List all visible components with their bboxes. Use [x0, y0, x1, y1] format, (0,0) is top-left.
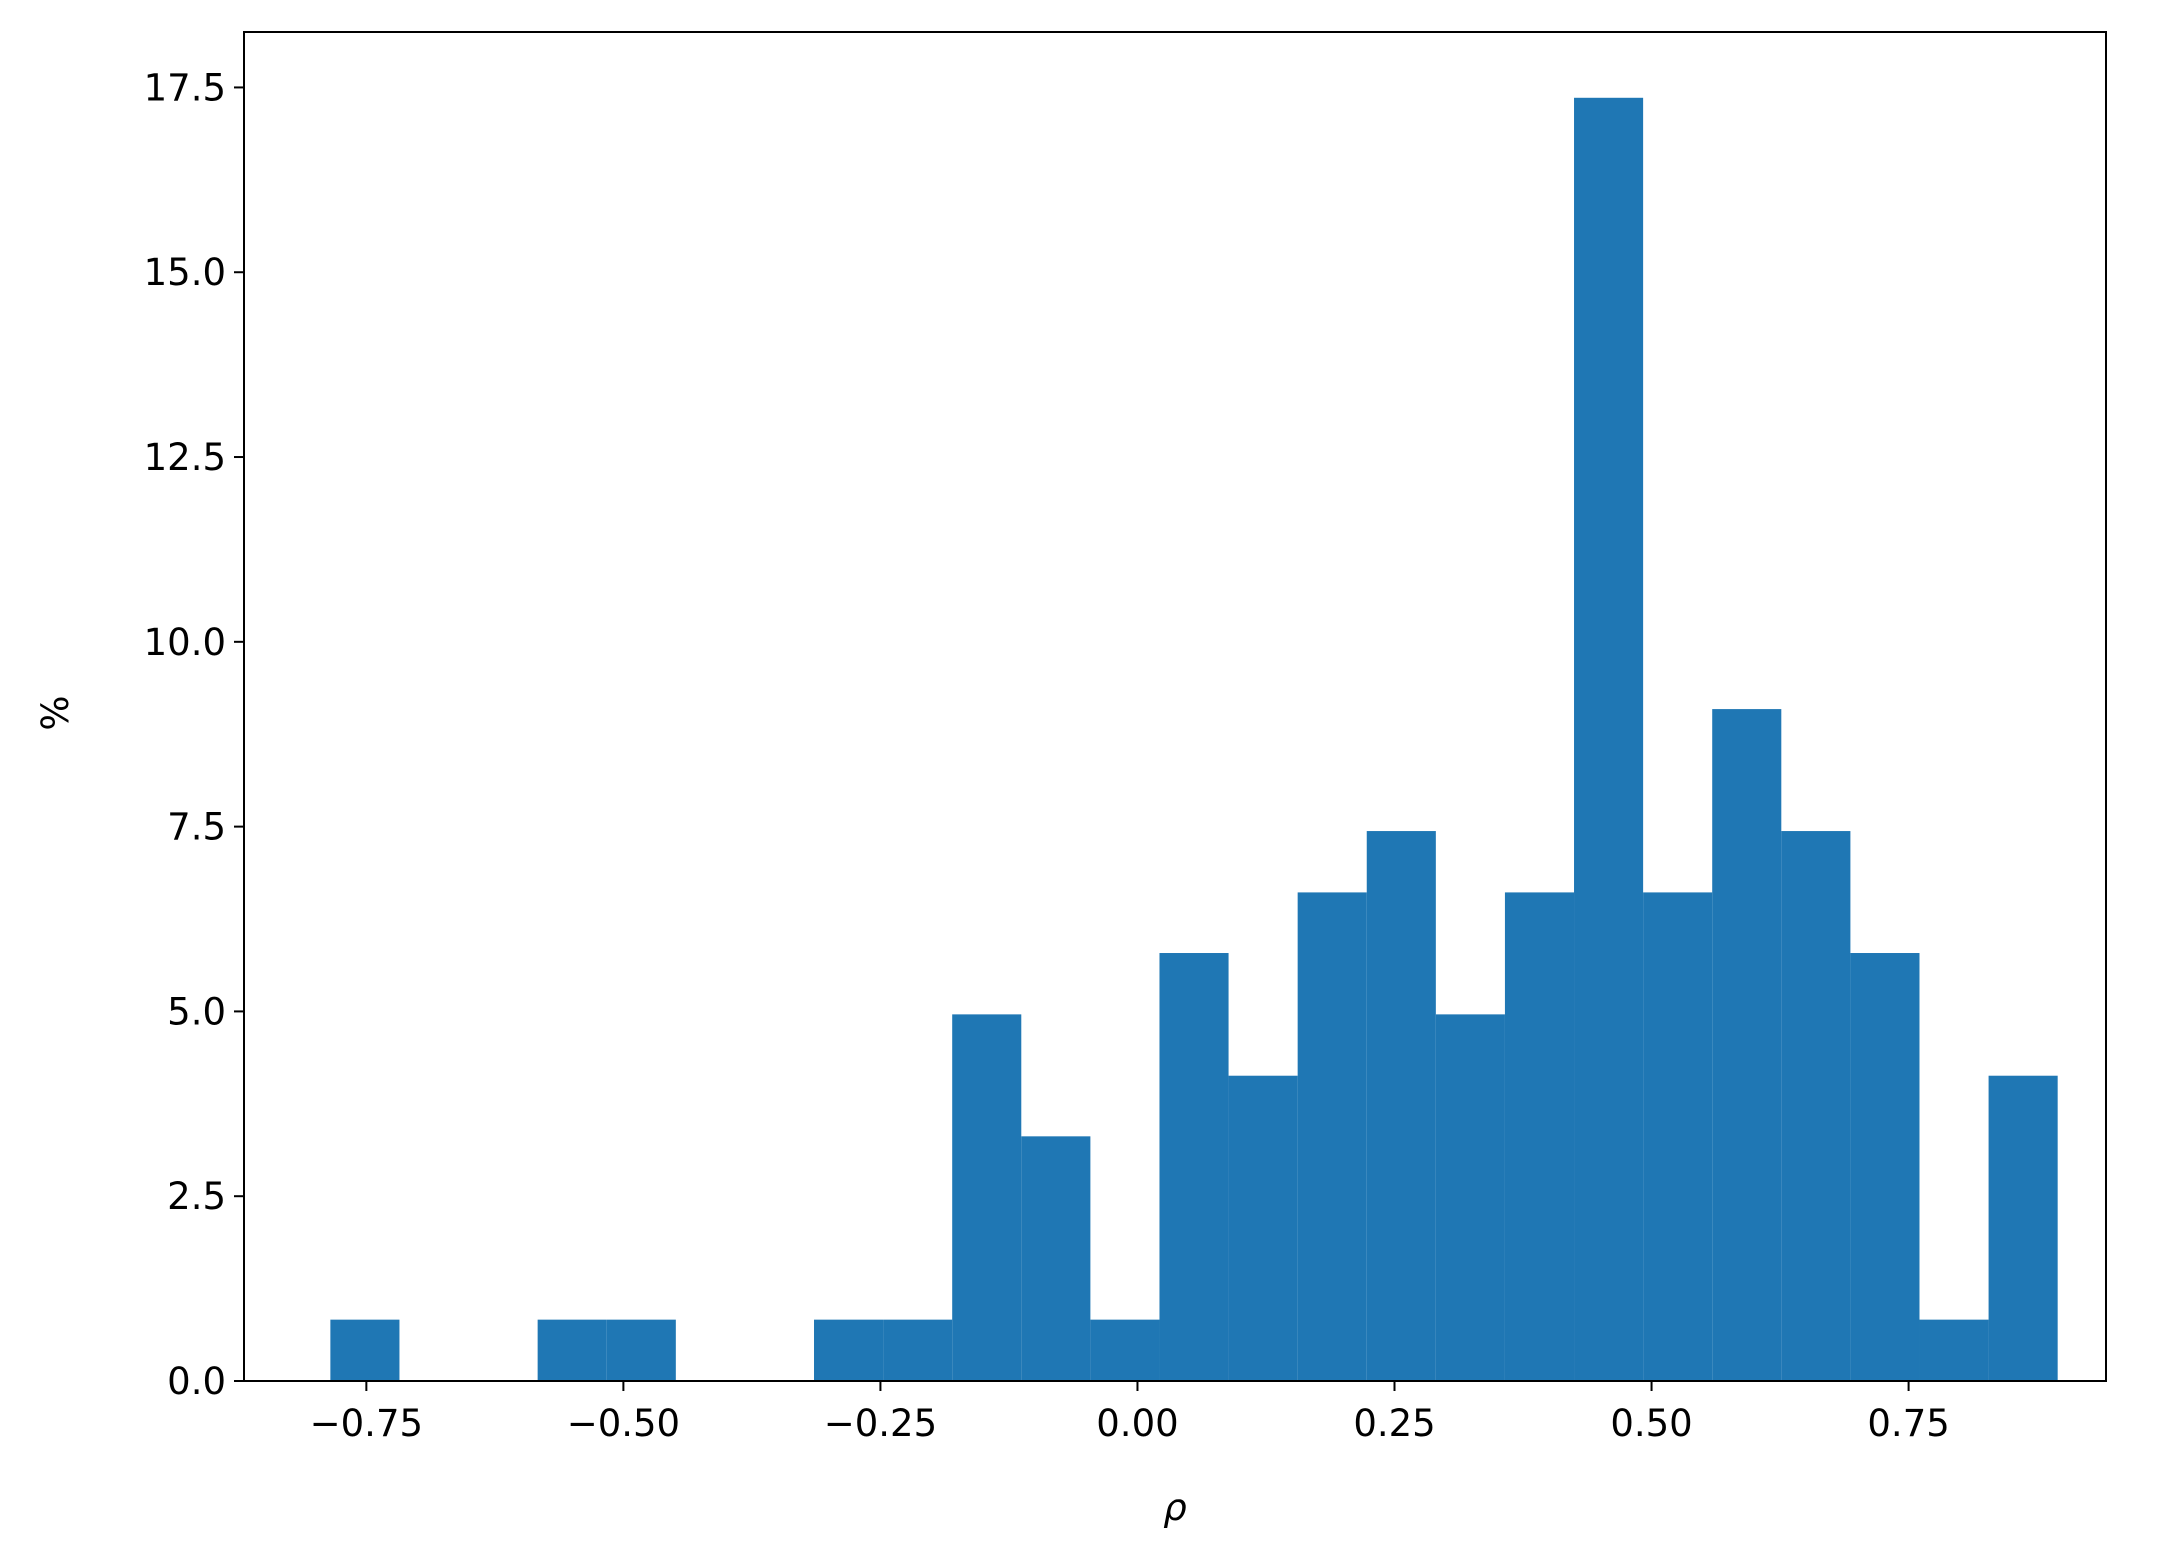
y-tick-label: 15.0 — [144, 251, 226, 294]
x-tick-label: 0.50 — [1610, 1402, 1692, 1445]
bar — [1919, 1319, 1989, 1381]
bar — [330, 1319, 400, 1381]
bar — [1090, 1319, 1160, 1381]
bar — [1159, 953, 1229, 1381]
bar — [1574, 97, 1644, 1381]
bar — [1850, 953, 1920, 1381]
plot-frame — [243, 31, 2107, 1382]
bar — [814, 1319, 884, 1381]
bar — [1781, 831, 1851, 1381]
x-tick-label: −0.50 — [567, 1402, 680, 1445]
bar — [1297, 892, 1367, 1381]
x-tick-label: 0.75 — [1867, 1402, 1949, 1445]
x-tick-label: −0.25 — [824, 1402, 937, 1445]
bar — [1504, 892, 1575, 1381]
bar — [1643, 892, 1713, 1381]
bar — [606, 1319, 676, 1381]
x-tick-label: 0.00 — [1096, 1402, 1178, 1445]
y-tick-label: 12.5 — [144, 436, 226, 479]
bar — [1228, 1075, 1298, 1381]
bar — [1366, 831, 1436, 1381]
y-tick-label: 7.5 — [167, 806, 226, 849]
y-tick-label: 0.0 — [167, 1360, 226, 1403]
x-tick-label: 0.25 — [1353, 1402, 1435, 1445]
bar — [1021, 1136, 1091, 1381]
y-tick-label: 2.5 — [167, 1175, 226, 1218]
bar — [537, 1319, 607, 1381]
bar — [1712, 709, 1782, 1381]
y-axis-label: % — [34, 695, 77, 730]
x-tick-label: −0.75 — [310, 1402, 423, 1445]
y-tick-label: 5.0 — [167, 990, 226, 1033]
bar — [1988, 1075, 2058, 1381]
bar — [952, 1014, 1022, 1381]
x-axis-label: ρ — [1163, 1486, 1187, 1529]
y-tick-label: 10.0 — [144, 621, 226, 664]
bar — [1435, 1014, 1505, 1381]
bar — [883, 1319, 953, 1381]
y-tick-label: 17.5 — [144, 66, 226, 109]
